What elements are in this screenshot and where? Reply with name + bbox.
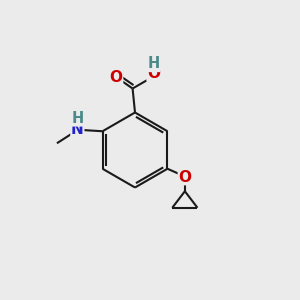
Text: H: H <box>148 56 160 71</box>
Text: O: O <box>178 170 191 184</box>
Text: O: O <box>147 66 160 81</box>
Text: N: N <box>71 122 84 137</box>
Text: O: O <box>110 70 123 85</box>
Text: H: H <box>71 111 83 126</box>
